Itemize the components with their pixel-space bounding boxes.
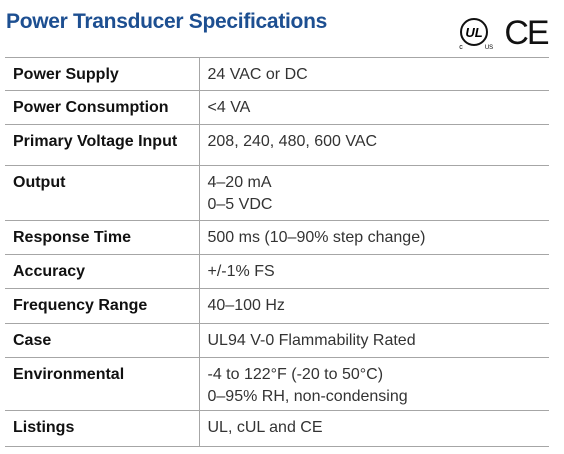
title: Power Transducer Specifications	[6, 10, 327, 33]
spec-label: Case	[5, 323, 200, 358]
spec-row: Power Supply 24 VAC or DC	[5, 57, 549, 91]
spec-value: -4 to 122°F (-20 to 50°C)	[207, 366, 384, 383]
spec-table: Power Supply 24 VAC or DC Power Consumptio…	[5, 57, 549, 447]
spec-value: 4–20 mA	[207, 174, 272, 191]
spec-value: UL94 V-0 Flammability Rated	[207, 332, 416, 349]
spec-row: Listings UL, cUL and CE	[5, 410, 549, 447]
spec-value: UL, cUL and CE	[207, 419, 323, 436]
spec-label: Frequency Range	[5, 288, 200, 324]
spec-value: +/-1% FS	[207, 263, 275, 280]
spec-label: Environmental	[5, 357, 200, 411]
spec-value-cell: 4–20 mA 0–5 VDC	[199, 165, 549, 221]
spec-label: Output	[5, 165, 200, 221]
spec-label: Power Supply	[5, 57, 200, 91]
spec-row: Response Time 500 ms (10–90% step change)	[5, 220, 549, 255]
spec-row: Frequency Range 40–100 Hz	[5, 288, 549, 324]
spec-value: 24 VAC or DC	[207, 66, 308, 83]
spec-value-cell: +/-1% FS	[199, 254, 549, 289]
spec-label: Response Time	[5, 220, 200, 255]
spec-row: Accuracy +/-1% FS	[5, 254, 549, 289]
spec-value-cell: 24 VAC or DC	[199, 57, 549, 91]
spec-value: 500 ms (10–90% step change)	[207, 229, 426, 246]
ul-text: UL	[465, 25, 482, 40]
spec-label: Accuracy	[5, 254, 200, 289]
spec-label: Listings	[5, 410, 200, 447]
spec-value: 0–95% RH, non-condensing	[207, 388, 408, 405]
spec-value: 208, 240, 480, 600 VAC	[207, 133, 378, 150]
spec-row: Environmental -4 to 122°F (-20 to 50°C) 0–…	[5, 357, 549, 411]
spec-label: Primary Voltage Input	[5, 124, 200, 166]
spec-label: Power Consumption	[5, 90, 200, 125]
spec-value-cell: UL94 V-0 Flammability Rated	[199, 323, 549, 358]
ul-c: c	[459, 44, 463, 51]
certification-logos: UL c US CE	[459, 14, 551, 52]
ul-us: US	[485, 45, 493, 51]
spec-row: Power Consumption <4 VA	[5, 90, 549, 125]
spec-row: Primary Voltage Input 208, 240, 480, 600 …	[5, 124, 549, 166]
spec-value: <4 VA	[207, 99, 251, 116]
spec-value-cell: -4 to 122°F (-20 to 50°C) 0–95% RH, non-c…	[199, 357, 549, 411]
ce-mark: CE	[504, 14, 549, 52]
spec-value-cell: 500 ms (10–90% step change)	[199, 220, 549, 255]
ul-circle	[460, 18, 488, 46]
spec-value-cell: <4 VA	[199, 90, 549, 125]
spec-value-cell: 208, 240, 480, 600 VAC	[199, 124, 549, 166]
spec-value-cell: 40–100 Hz	[199, 288, 549, 324]
spec-row: Output 4–20 mA 0–5 VDC	[5, 165, 549, 221]
spec-value: 40–100 Hz	[207, 297, 285, 314]
spec-value: 0–5 VDC	[207, 196, 273, 213]
spec-value-cell: UL, cUL and CE	[199, 410, 549, 447]
spec-row: Case UL94 V-0 Flammability Rated	[5, 323, 549, 358]
